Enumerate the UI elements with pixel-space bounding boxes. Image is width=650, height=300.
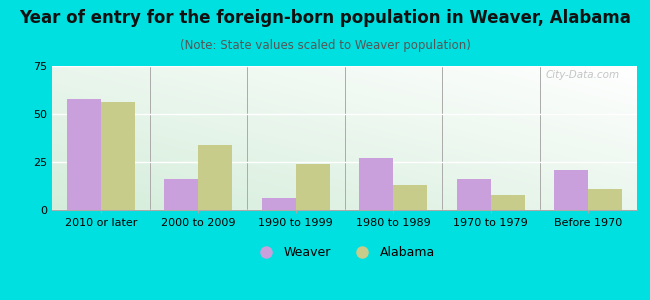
Bar [101,103,135,210]
Bar [296,164,330,210]
Bar [554,170,588,210]
Bar [491,195,525,210]
Bar [164,179,198,210]
Bar [198,145,233,210]
Text: Year of entry for the foreign-born population in Weaver, Alabama: Year of entry for the foreign-born popul… [19,9,631,27]
Legend: Weaver, Alabama: Weaver, Alabama [249,241,440,264]
Text: City-Data.com: City-Data.com [545,70,619,80]
Bar [457,179,491,210]
Bar [261,199,296,210]
Bar [393,185,428,210]
Bar [66,99,101,210]
Text: (Note: State values scaled to Weaver population): (Note: State values scaled to Weaver pop… [179,39,471,52]
Bar [588,189,623,210]
Bar [359,158,393,210]
